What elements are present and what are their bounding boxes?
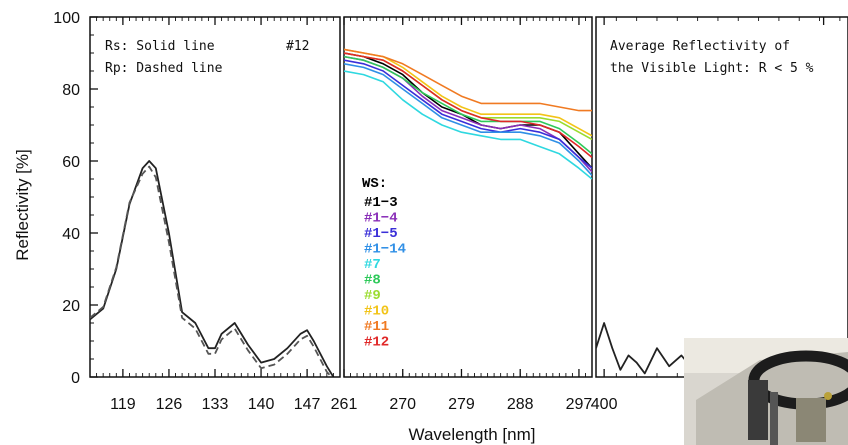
panel3-annotation-line1: Average Reflectivity of — [610, 39, 790, 54]
panel1-annotation-rp: Rp: Dashed line — [105, 61, 223, 76]
legend-entry-10: #12 — [364, 335, 389, 351]
ws-legend: WS: #1−3#1−4#1−5#1−14#7#8#9#10#11#12 — [362, 176, 406, 351]
panel1-annotation-sample: #12 — [286, 39, 309, 54]
legend-entry-3: #1−5 — [364, 226, 398, 242]
x-tick-label: 140 — [248, 396, 275, 413]
series-line-2-9 — [344, 48, 592, 112]
x-tick-label: 261 — [331, 396, 358, 413]
series-line-2-10 — [344, 52, 592, 159]
legend-entry-6: #8 — [364, 273, 381, 289]
legend-entry-7: #9 — [364, 288, 381, 304]
y-tick-label: 80 — [62, 82, 80, 99]
series-line-2-5 — [344, 70, 592, 180]
x-tick-label: 288 — [507, 396, 534, 413]
series-line-2-4 — [344, 63, 592, 176]
inset-photo — [684, 338, 848, 445]
panel3-annotation-line2: the Visible Light: R < 5 % — [610, 61, 814, 76]
x-tick-label: 297 — [566, 396, 593, 413]
series-line-2-6 — [344, 55, 592, 155]
x-tick-label: 126 — [156, 396, 183, 413]
legend-title: WS: — [362, 176, 387, 192]
tick-layer: 0 20 40 60 80 100 119 126 133 140 147 261 270 279 288 2… — [53, 10, 841, 413]
x-tick-label: 400 — [591, 396, 618, 413]
x-tick-label: 279 — [448, 396, 475, 413]
series-line-2-3 — [344, 59, 592, 169]
legend-entry-5: #7 — [364, 257, 381, 273]
legend-entry-9: #11 — [364, 319, 389, 335]
y-tick-label: 40 — [62, 226, 80, 243]
legend-entry-1: #1−3 — [364, 195, 398, 211]
x-tick-label: 119 — [110, 396, 136, 413]
x-tick-label: 270 — [389, 396, 416, 413]
x-tick-label: 147 — [294, 396, 321, 413]
y-tick-label: 0 — [71, 370, 80, 387]
legend-entry-4: #1−14 — [364, 242, 406, 258]
y-tick-label: 60 — [62, 154, 80, 171]
y-tick-label: 20 — [62, 298, 80, 315]
y-tick-label: 100 — [53, 10, 80, 27]
legend-entry-8: #10 — [364, 304, 389, 320]
panel-1-series — [90, 160, 335, 377]
series-line-1-1 — [90, 160, 335, 377]
panel-2-series — [344, 48, 592, 180]
series-layer — [90, 48, 828, 377]
x-tick-label: 133 — [202, 396, 229, 413]
panel1-annotation-rs: Rs: Solid line — [105, 39, 215, 54]
x-axis-title: Wavelength [nm] — [409, 425, 536, 444]
series-line-1-2 — [90, 165, 333, 377]
y-axis-title: Reflectivity [%] — [13, 149, 32, 260]
legend-entry-2: #1−4 — [364, 211, 398, 227]
